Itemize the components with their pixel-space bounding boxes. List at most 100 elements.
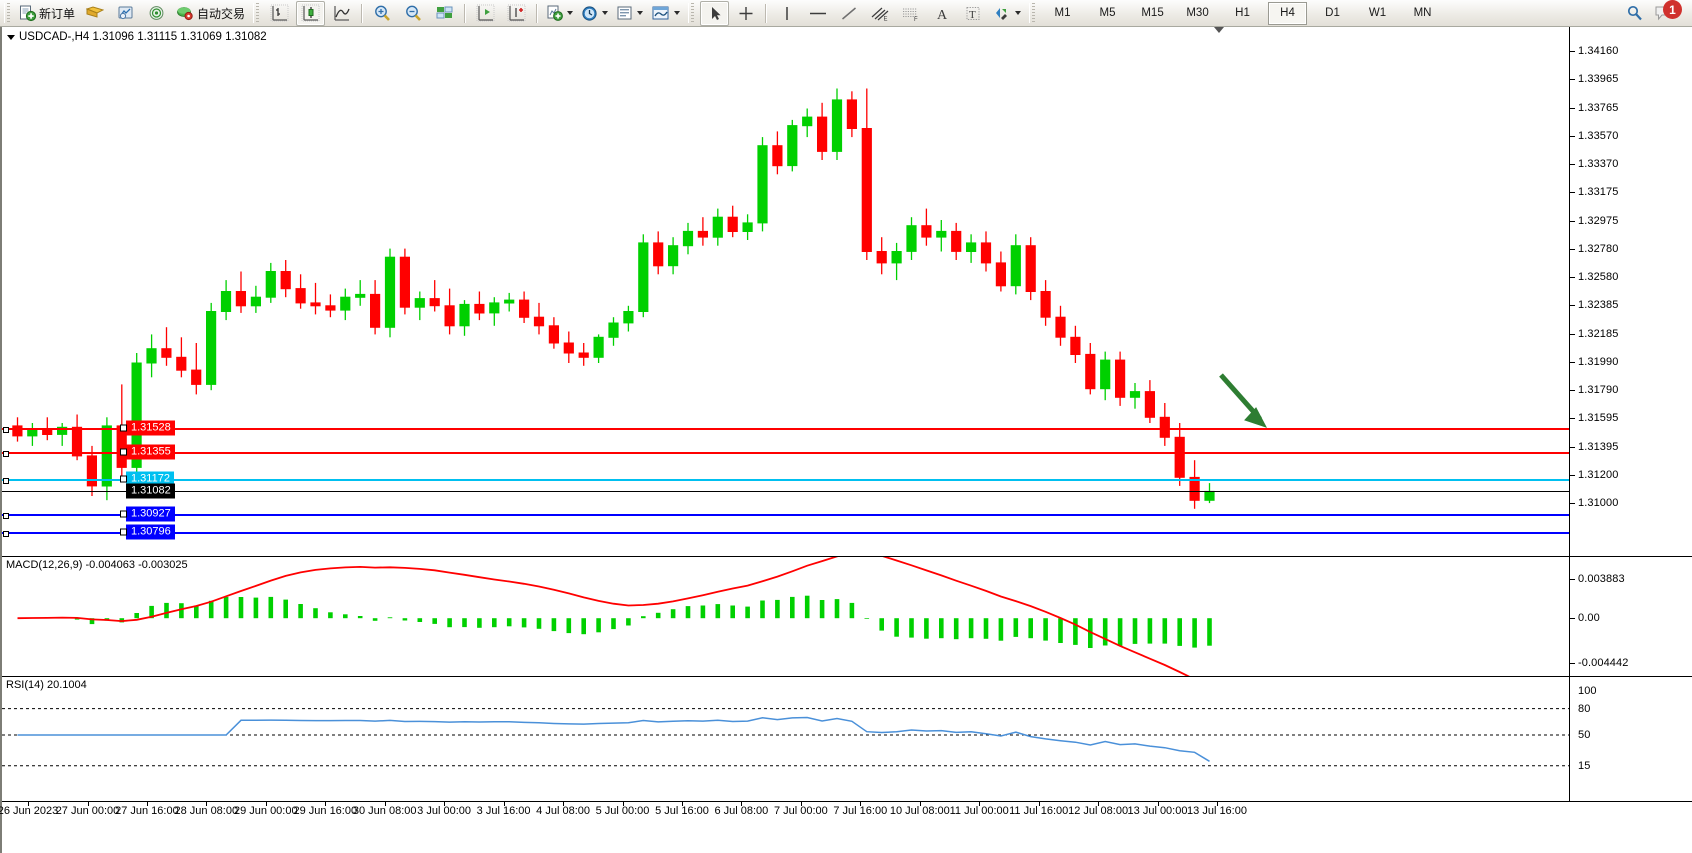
timeframe-mn[interactable]: MN	[1413, 7, 1432, 19]
time-axis[interactable]: 26 Jun 2023 27 Jun 00:00 27 Jun 16:00 28 Ju…	[0, 801, 1692, 853]
current-price-label[interactable]: 1.31082	[126, 483, 175, 499]
chart-area[interactable]: USDCAD-,H4 1.31096 1.31115 1.31069 1.310…	[0, 27, 1692, 853]
macd-plot	[2, 557, 1569, 677]
toolbar-separator-4	[765, 3, 768, 23]
timeframe-d1[interactable]: D1	[1325, 7, 1340, 19]
templates-caret-icon[interactable]	[637, 11, 644, 15]
text-label-icon: T	[966, 6, 980, 21]
line-chart-button[interactable]	[327, 1, 356, 26]
price-plot[interactable]	[2, 27, 1569, 556]
macd-pane[interactable]: MACD(12,26,9) -0.004063 -0.003025 0.0038…	[2, 556, 1692, 677]
arrows-button[interactable]	[989, 1, 1024, 26]
resistance-level-1-label[interactable]: 1.31528	[120, 420, 175, 436]
indicators-caret-icon[interactable]	[674, 11, 681, 15]
arrows-caret-icon[interactable]	[1015, 11, 1022, 15]
target-level-2-label-knob[interactable]	[120, 528, 127, 536]
search-button[interactable]	[1620, 1, 1649, 26]
indicators-button[interactable]	[648, 1, 683, 26]
time-tick	[682, 802, 683, 806]
price-tick-label: 1.32975	[1578, 214, 1619, 227]
resistance-level-2-line[interactable]	[2, 451, 1569, 458]
timeframe-m5[interactable]: M5	[1099, 7, 1116, 19]
entry-level-label[interactable]: 1.31172	[120, 471, 174, 486]
rsi-pane[interactable]: RSI(14) 20.1004 100 80 50 15	[2, 676, 1692, 803]
price-tick	[1570, 390, 1575, 392]
horizontal-line-button[interactable]	[803, 1, 832, 26]
time-tick	[979, 802, 981, 806]
entry-level-label-knob[interactable]	[120, 475, 127, 482]
current-price-line[interactable]	[2, 491, 1569, 493]
auto-trading-button[interactable]: 自动交易	[173, 1, 248, 26]
auto-scroll-button[interactable]	[502, 1, 531, 26]
zoom-in-button[interactable]	[368, 1, 397, 26]
trendline-button[interactable]	[834, 1, 863, 26]
price-axis[interactable]: 1.34160 1.33965 1.33765 1.33570 1.33370 1.331…	[1569, 27, 1692, 556]
terminal-button[interactable]	[80, 1, 109, 26]
resistance-level-1-line[interactable]	[2, 426, 1569, 433]
shift-chart-button[interactable]	[471, 1, 500, 26]
zoom-out-button[interactable]	[399, 1, 428, 26]
crosshair-tool-button[interactable]	[731, 1, 760, 26]
trendline-icon	[841, 6, 856, 20]
text-label-button[interactable]: T	[958, 1, 987, 26]
target-level-1-label-knob[interactable]	[120, 510, 127, 517]
price-tick	[1570, 361, 1575, 363]
market-watch-button[interactable]	[111, 1, 140, 26]
timeframe-m30[interactable]: M30	[1186, 7, 1209, 19]
toolbar-grip-4[interactable]	[1029, 3, 1039, 23]
notification-badge: 1	[1663, 0, 1682, 19]
cursor-tool-button[interactable]	[700, 0, 730, 26]
templates-button[interactable]	[613, 1, 646, 26]
price-tick	[1570, 418, 1575, 419]
toolbar-grip-3[interactable]	[688, 3, 698, 23]
period-caret-icon[interactable]	[602, 11, 609, 15]
timeframe-m1[interactable]: M1	[1054, 7, 1071, 19]
template-list-icon	[617, 6, 632, 19]
period-button[interactable]	[578, 1, 611, 26]
chevron-down-icon[interactable]	[7, 34, 15, 40]
fibonacci-button[interactable]: F	[896, 1, 925, 26]
new-order-button[interactable]: 新订单	[16, 1, 78, 26]
price-tick-label: 1.31595	[1578, 412, 1619, 424]
resistance-level-1-handle[interactable]	[3, 426, 9, 433]
text-tool-button[interactable]: A	[927, 1, 956, 26]
toolbar-grip[interactable]	[4, 3, 13, 23]
timeframe-h4[interactable]: H4	[1268, 1, 1308, 25]
time-tick	[503, 802, 505, 806]
target-level-1-line[interactable]	[2, 512, 1569, 519]
time-tick-label: 12 Jul 08:00	[1068, 805, 1129, 817]
macd-label: MACD(12,26,9) -0.004063 -0.003025	[6, 559, 188, 571]
price-tick	[1570, 277, 1575, 279]
new-chart-caret-icon[interactable]	[567, 11, 574, 15]
target-level-2-line[interactable]	[2, 531, 1569, 538]
price-tick-label: 1.32780	[1578, 242, 1619, 255]
entry-level-handle[interactable]	[3, 477, 9, 484]
price-pane[interactable]: USDCAD-,H4 1.31096 1.31115 1.31069 1.310…	[2, 27, 1692, 556]
resistance-level-1-label-knob[interactable]	[120, 424, 127, 432]
data-window-button[interactable]	[430, 1, 459, 26]
macd-tick	[1570, 663, 1575, 664]
new-chart-button[interactable]	[543, 1, 576, 26]
resistance-level-2-label-knob[interactable]	[120, 448, 127, 456]
vertical-line-button[interactable]	[772, 1, 801, 26]
rsi-tick-label: 100	[1578, 685, 1597, 697]
timeframe-w1[interactable]: W1	[1368, 7, 1387, 19]
candlestick-chart-button[interactable]	[296, 0, 326, 26]
timeframe-h1[interactable]: H1	[1235, 7, 1250, 19]
rsi-tick-label: 50	[1578, 729, 1591, 741]
target-level-1-handle[interactable]	[3, 512, 9, 519]
bar-chart-button[interactable]	[265, 1, 294, 26]
price-tick-label: 1.31395	[1578, 440, 1619, 453]
entry-level-line[interactable]	[2, 477, 1569, 484]
timeframe-m15[interactable]: M15	[1141, 7, 1164, 19]
cursor-arrow-icon	[711, 6, 721, 20]
resistance-level-2-label[interactable]: 1.31355	[120, 444, 175, 460]
notifications-button[interactable]: 1	[1651, 0, 1685, 26]
equidistant-channel-button[interactable]: E	[865, 1, 894, 26]
target-level-1-label[interactable]: 1.30927	[120, 506, 175, 521]
toolbar-grip-2[interactable]	[253, 3, 263, 23]
target-level-2-label[interactable]: 1.30796	[120, 524, 175, 540]
target-level-2-handle[interactable]	[3, 531, 9, 538]
resistance-level-2-handle[interactable]	[3, 451, 9, 458]
navigator-button[interactable]	[142, 1, 171, 26]
